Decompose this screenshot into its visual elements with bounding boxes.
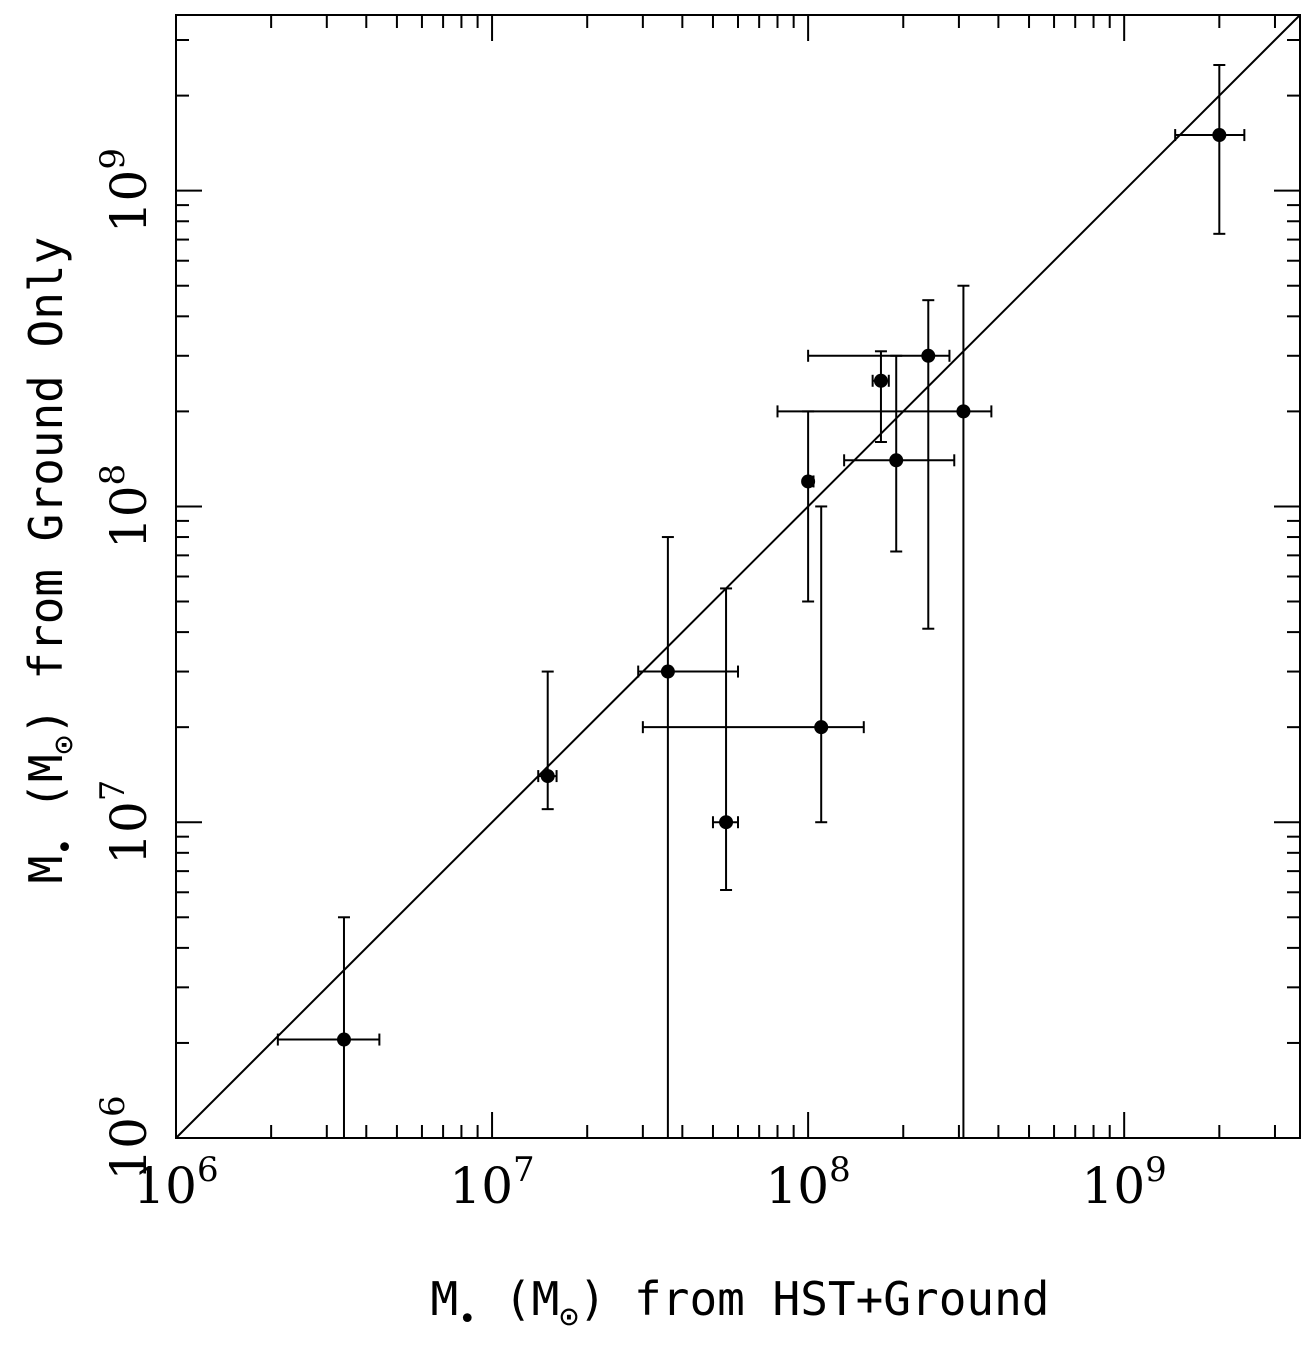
y-tick-label-base: 10 [100,1117,158,1181]
one-to-one-line [175,14,1301,1139]
x-tick-label-exp: 7 [513,1150,535,1190]
data-point [814,720,829,735]
x-tick-label-base: 10 [133,1157,197,1215]
x-tick-label-base: 10 [1082,1157,1146,1215]
plot-frame [175,14,1301,1139]
data-point [336,1032,351,1047]
y-tick-label: 107 [93,780,158,865]
data-point [660,664,675,679]
x-tick-label-base: 10 [449,1157,513,1215]
y-tick-label-exp: 7 [93,780,133,802]
x-tick-label-exp: 8 [829,1150,851,1190]
x-axis-label-unit-close: ) [579,1272,607,1326]
x-tick-label-exp: 6 [197,1150,219,1190]
y-axis-label-unit-open: (M [19,754,73,837]
x-axis-label-unit-sub: ⊙ [559,1297,578,1335]
y-axis-label-unit-close: ) [19,707,73,735]
x-tick-label: 109 [1082,1150,1167,1215]
y-axis-label-suffix: from Ground Only [19,237,73,708]
x-tick-label-base: 10 [765,1157,829,1215]
x-tick-label-exp: 9 [1145,1150,1167,1190]
data-point [719,815,734,830]
y-tick-label: 108 [93,464,158,549]
y-tick-label-exp: 9 [93,148,133,170]
data-point [540,769,555,784]
y-axis-label-unit-sub: ⊙ [44,735,82,754]
x-tick-label: 106 [133,1150,218,1215]
data-point [873,373,888,388]
reference-line-group [175,14,1301,1139]
y-tick-label-exp: 6 [93,1095,133,1117]
x-tick-label: 107 [449,1150,534,1215]
data-point [956,404,971,419]
y-axis-label-sub-symbol: • [49,838,84,856]
data-point [1212,128,1227,143]
x-axis-label-prefix: M [431,1272,459,1326]
x-axis-label: M• (M⊙) from HST+Ground [431,1272,1050,1337]
y-axis-label-prefix: M [19,856,73,884]
data-point [801,474,816,489]
minor-ticks [176,15,1300,1138]
x-axis-label-unit-open: (M [476,1272,559,1326]
x-axis-label-suffix: from HST+Ground [606,1272,1049,1326]
x-tick-label: 108 [765,1150,850,1215]
x-axis-label-sub-symbol: • [458,1302,476,1337]
y-tick-label-base: 10 [100,170,158,234]
y-tick-label-base: 10 [100,801,158,865]
y-axis-label: M• (M⊙) from Ground Only [19,237,84,884]
y-tick-label-exp: 8 [93,464,133,486]
data-point [889,453,904,468]
data-points [336,128,1227,1047]
data-point [921,348,936,363]
y-tick-label: 106 [93,1095,158,1180]
y-tick-label-base: 10 [100,485,158,549]
y-tick-label: 109 [93,148,158,233]
error-bars [276,64,1246,1138]
